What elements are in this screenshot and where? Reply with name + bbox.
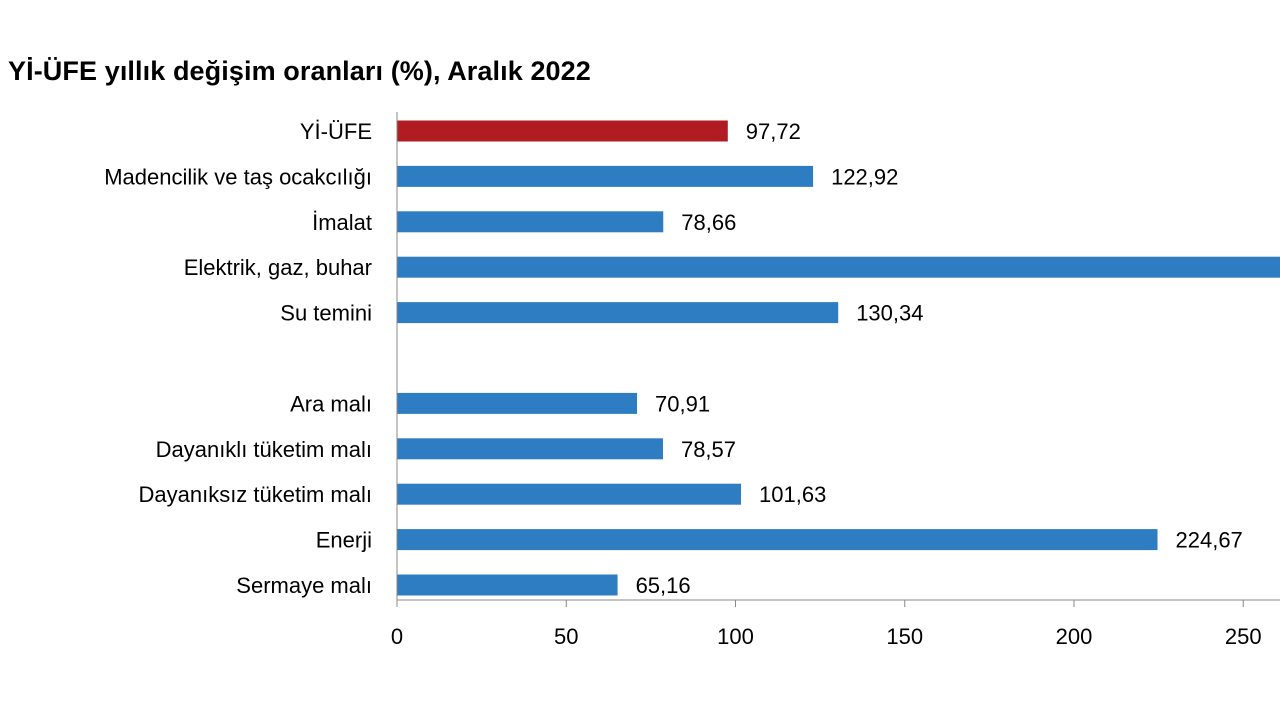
category-label: Enerji: [316, 528, 372, 553]
bar: [397, 392, 638, 414]
category-label: Ara malı: [290, 391, 372, 416]
data-label: 78,66: [681, 210, 736, 235]
bar: [397, 438, 663, 460]
category-label: Su temini: [280, 301, 372, 326]
bar: [397, 529, 1158, 551]
category-label: Dayanıklı tüketim malı: [156, 437, 372, 462]
bar: [397, 302, 839, 324]
category-label: Elektrik, gaz, buhar: [184, 255, 372, 280]
chart-title: Yİ-ÜFE yıllık değişim oranları (%), Aral…: [8, 56, 591, 86]
x-tick-label: 250: [1225, 624, 1262, 649]
x-tick-label: 200: [1056, 624, 1093, 649]
x-tick-label: 150: [886, 624, 923, 649]
data-label: 122,92: [831, 164, 898, 189]
category-label: Madencilik ve taş ocakcılığı: [104, 164, 372, 189]
x-tick-label: 100: [717, 624, 754, 649]
bar: [397, 256, 1280, 278]
bar: [397, 483, 742, 505]
data-label: 130,34: [856, 301, 923, 326]
x-tick-label: 0: [391, 624, 403, 649]
bar: [397, 165, 814, 187]
data-label: 101,63: [759, 482, 826, 507]
category-label: İmalat: [312, 210, 372, 235]
bar: [397, 120, 728, 142]
data-label: 70,91: [655, 391, 710, 416]
category-label: Dayanıksız tüketim malı: [138, 482, 372, 507]
data-label: 65,16: [636, 573, 691, 598]
category-label: Sermaye malı: [236, 573, 372, 598]
category-label: Yİ-ÜFE: [300, 119, 372, 144]
bar: [397, 574, 618, 596]
x-tick-label: 50: [554, 624, 578, 649]
data-label: 97,72: [746, 119, 801, 144]
data-label: 224,67: [1176, 528, 1243, 553]
data-label: 78,57: [681, 437, 736, 462]
bar: [397, 211, 664, 233]
